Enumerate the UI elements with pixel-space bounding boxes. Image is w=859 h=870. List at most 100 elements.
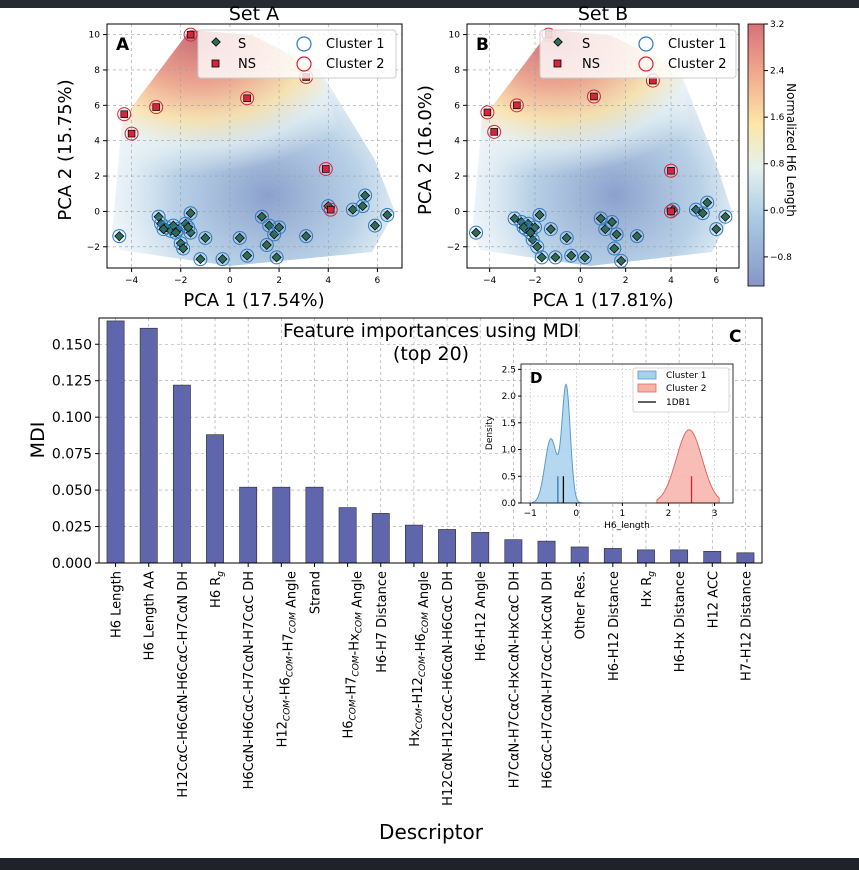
category-label: H6-H12 Distance bbox=[607, 571, 622, 681]
x-tick-label: −2 bbox=[174, 276, 187, 286]
legend-ns-marker-icon bbox=[553, 59, 562, 68]
bar bbox=[139, 327, 158, 564]
y-tick-label: 0.150 bbox=[52, 337, 92, 353]
cluster-ring bbox=[240, 91, 255, 106]
bar bbox=[504, 539, 523, 564]
cluster-ring bbox=[262, 218, 277, 233]
cluster-ring bbox=[267, 227, 282, 242]
s-point bbox=[536, 252, 547, 263]
bar bbox=[371, 513, 390, 564]
panel-b-grid bbox=[467, 24, 739, 268]
s-point bbox=[561, 232, 572, 243]
s-point bbox=[382, 209, 393, 220]
y-tick-label: −2 bbox=[447, 243, 460, 253]
s-point bbox=[360, 190, 371, 201]
cluster-ring bbox=[198, 230, 213, 245]
bar bbox=[637, 549, 655, 564]
y-tick-label: 0.075 bbox=[52, 447, 92, 463]
cluster-ring bbox=[605, 215, 620, 230]
s-point bbox=[595, 213, 606, 224]
cluster-ring bbox=[358, 188, 373, 203]
legend-d-cluster1-swatch bbox=[637, 370, 657, 380]
cluster-ring bbox=[176, 241, 191, 256]
y-tick-label: 8 bbox=[454, 66, 460, 76]
cluster-ring bbox=[149, 100, 164, 115]
category-label: H6-H12 Angle bbox=[474, 571, 489, 661]
bar bbox=[106, 320, 125, 564]
panel-b-xlabel: PCA 1 (17.81%) bbox=[532, 290, 673, 311]
s-point bbox=[274, 222, 285, 233]
legend-a-cluster2: Cluster 2 bbox=[326, 57, 385, 72]
ns-point bbox=[590, 92, 598, 101]
category-label: H6CαC-H7CαN-H7CαC-HxCαN DH bbox=[541, 571, 556, 789]
cluster-ring bbox=[269, 250, 284, 265]
cluster-ring bbox=[614, 253, 629, 268]
panel-a-points bbox=[112, 27, 395, 267]
s-point bbox=[185, 208, 196, 219]
bar bbox=[272, 486, 291, 564]
y-tick-label: 0.100 bbox=[52, 410, 92, 426]
colorbar bbox=[747, 23, 765, 287]
s-point bbox=[518, 222, 529, 233]
bar bbox=[670, 549, 689, 564]
s-point bbox=[607, 217, 618, 228]
cluster-ring bbox=[509, 98, 524, 113]
cluster-ring bbox=[181, 220, 196, 235]
legend-a-cluster1: Cluster 1 bbox=[326, 37, 385, 52]
panel-b-ticks: −4 −2 0 2 4 6 −2 0 2 4 6 8 10 bbox=[447, 31, 720, 286]
cluster-ring bbox=[124, 126, 139, 141]
panel-a: Set A −4 −2 0 2 4 6 −2 0 2 4 6 8 10 A PCA 1 (17.54%)… bbox=[55, 3, 403, 311]
category-label: H6-H7 Distance bbox=[375, 571, 390, 673]
ns-point bbox=[513, 101, 521, 110]
cluster-ring bbox=[700, 195, 715, 210]
bar bbox=[239, 486, 258, 564]
panel-c-letter: C bbox=[729, 327, 741, 347]
panel-c: 0.000 0.025 0.050 0.075 0.100 0.125 0.150 Feat… bbox=[27, 317, 763, 844]
ns-point bbox=[120, 110, 128, 118]
bar bbox=[405, 524, 423, 564]
s-point bbox=[532, 241, 543, 252]
cluster-ring bbox=[532, 207, 547, 222]
legend-cluster2-circle-icon bbox=[296, 56, 312, 72]
s-point bbox=[242, 250, 253, 261]
category-label: H6-Hx Distance bbox=[673, 571, 688, 672]
x-tick-label: 4 bbox=[668, 276, 674, 286]
cluster-ring bbox=[523, 225, 538, 240]
s-point bbox=[195, 254, 206, 265]
y-tick-label: 2.5 bbox=[502, 365, 516, 375]
bar bbox=[172, 384, 191, 564]
s-point bbox=[711, 224, 722, 235]
y-tick-label: 0.025 bbox=[52, 520, 92, 536]
panel-c-plot-area bbox=[98, 317, 763, 564]
s-point bbox=[170, 227, 181, 238]
ns-point bbox=[326, 205, 335, 214]
panel-b: Set B −4 −2 0 2 4 6 −2 0 2 4 6 8 10 B PCA 1 (17.81%)… bbox=[415, 3, 798, 311]
panel-a-xlabel: PCA 1 (17.54%) bbox=[183, 290, 324, 311]
cluster-ring bbox=[718, 209, 733, 224]
panel-a-letter: A bbox=[116, 35, 130, 55]
s-point bbox=[269, 229, 280, 240]
cluster-ring bbox=[355, 199, 370, 214]
s-point bbox=[616, 255, 627, 266]
y-tick-label: 2 bbox=[454, 172, 460, 182]
colorbar-ticks: 3.2 2.4 1.6 0.8 0.0 −0.8 bbox=[764, 20, 792, 263]
cluster-ring bbox=[232, 230, 247, 245]
colorbar-tick-label: 0.0 bbox=[770, 206, 785, 216]
category-label: HxCOM-H12COM-H6COM Angle bbox=[408, 571, 432, 747]
ns-point bbox=[490, 128, 498, 136]
category-label: H12CαN-H12CαC-H6CαN-H6CαC DH bbox=[441, 571, 456, 806]
s-point bbox=[579, 252, 590, 263]
y-tick-label: 0 bbox=[94, 207, 100, 217]
panel-a-title: Set A bbox=[229, 3, 279, 25]
y-tick-label: 1.5 bbox=[502, 419, 516, 429]
ns-point bbox=[667, 207, 675, 216]
legend-cluster1-circle-icon bbox=[638, 36, 654, 52]
ns-point bbox=[127, 129, 136, 138]
s-point bbox=[702, 197, 713, 208]
ns-point bbox=[322, 165, 330, 173]
x-tick-label: 6 bbox=[713, 276, 719, 286]
colorbar-tick-label: 3.2 bbox=[770, 20, 784, 30]
legend-a-s: S bbox=[238, 37, 246, 52]
category-label: Other Res. bbox=[574, 571, 589, 639]
y-tick-label: 0.0 bbox=[502, 499, 517, 509]
